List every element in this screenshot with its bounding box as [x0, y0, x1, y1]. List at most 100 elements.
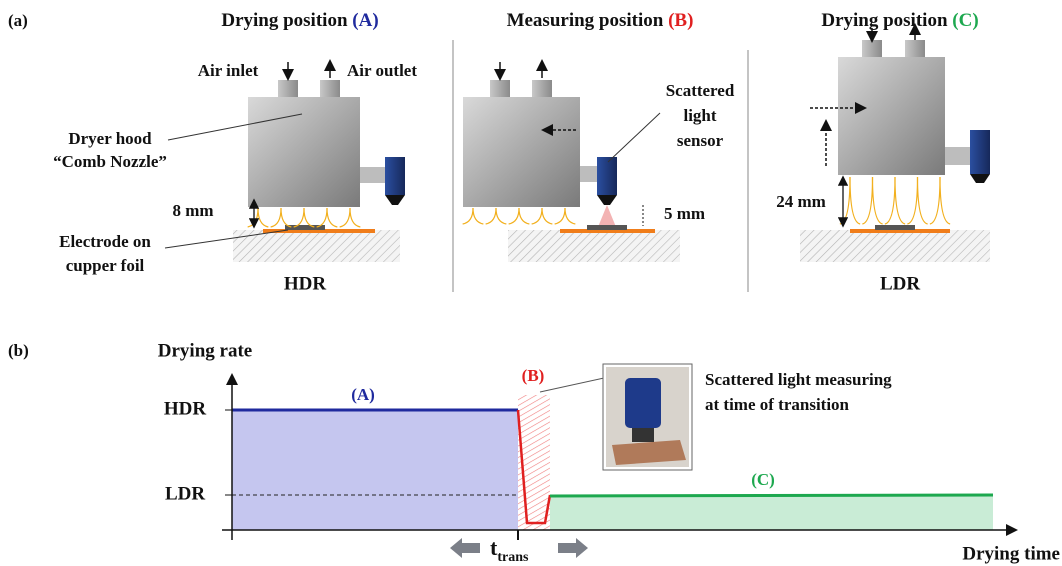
air-flow-line [486, 208, 496, 224]
sensor-label: Scattered [666, 81, 735, 100]
photo-sensor-tip [632, 428, 654, 442]
ldr-line [550, 495, 993, 496]
panel-title: Measuring position (B) [507, 10, 694, 31]
air-flow-line [304, 208, 314, 227]
t-subscript: trans [497, 550, 529, 565]
sensor-tip [597, 195, 617, 205]
title-text: Drying position [221, 10, 348, 31]
hood-label: “Comb Nozzle” [53, 152, 167, 171]
sensor [385, 157, 405, 195]
nozzle [532, 80, 552, 98]
substrate [800, 230, 990, 262]
gap-label: 5 mm [664, 204, 705, 223]
air-flow-line [565, 208, 575, 224]
title-tag: (C) [952, 10, 978, 31]
rate-label: HDR [284, 273, 327, 294]
hood-label: Dryer hood [68, 129, 152, 148]
nozzle [490, 80, 510, 98]
air-flow [248, 208, 361, 227]
air-flow-line [258, 208, 268, 227]
air-flow [840, 177, 950, 224]
air-flow-line [317, 208, 327, 227]
sensor-mount [360, 167, 385, 183]
electrode-label: cupper foil [66, 256, 145, 275]
rate-label: LDR [880, 273, 920, 294]
sensor-label: light [683, 106, 716, 125]
air-flow-line [555, 208, 565, 224]
air-flow-line [930, 177, 940, 224]
light-beam [598, 205, 616, 227]
nozzle [320, 80, 340, 98]
sensor-tip [970, 174, 990, 183]
leader-line [608, 113, 660, 162]
air-flow-line [350, 208, 360, 227]
substrate [508, 230, 680, 262]
phase-label: (B) [522, 366, 545, 385]
air-flow-line [907, 177, 917, 224]
electrode [875, 225, 915, 230]
nozzle [905, 40, 925, 58]
gap-label: 24 mm [776, 192, 826, 211]
t-trans-label: ttrans [490, 535, 529, 565]
air-inlet-label: Air inlet [198, 61, 259, 80]
air-flow-line [885, 177, 895, 224]
panel-title: Drying position (A) [221, 10, 378, 31]
title-tag: (B) [668, 10, 693, 31]
electrode-label: Electrode on [59, 232, 151, 251]
air-outlet-label: Air outlet [347, 61, 417, 80]
panel-label: (a) [8, 11, 28, 30]
level-label: HDR [164, 398, 207, 419]
phase-a-area [232, 410, 518, 530]
air-flow-line [473, 208, 483, 224]
title-text: Measuring position [507, 10, 664, 31]
air-flow-line [940, 177, 950, 224]
panel-label: (b) [8, 341, 29, 360]
air-flow-line [840, 177, 850, 224]
air-flow-line [895, 177, 905, 224]
air-flow-line [327, 208, 337, 227]
dryer-hood [838, 57, 945, 175]
note: at time of transition [705, 395, 850, 414]
nozzle [278, 80, 298, 98]
air-flow-line [862, 177, 872, 224]
y-axis-title: Drying rate [158, 340, 252, 361]
nozzle [862, 40, 882, 58]
sensor-mount [945, 147, 970, 165]
sensor [597, 157, 617, 195]
shift-arrow [450, 538, 480, 558]
air-flow [463, 208, 576, 224]
shift-arrow [558, 538, 588, 558]
electrode [587, 225, 627, 230]
x-axis-title: Drying time [962, 543, 1060, 564]
sensor-tip [385, 195, 405, 205]
air-flow-line [463, 208, 473, 224]
air-flow-line [850, 177, 860, 224]
air-flow-line [340, 208, 350, 227]
air-flow-line [271, 208, 281, 227]
sensor-mount [580, 166, 597, 182]
note: Scattered light measuring [705, 370, 892, 389]
sensor-label: sensor [677, 131, 724, 150]
phase-label: (A) [351, 385, 375, 404]
dryer-hood [248, 97, 360, 207]
air-flow-line [281, 208, 291, 227]
air-flow-line [542, 208, 552, 224]
level-label: LDR [165, 483, 205, 504]
air-flow-line [532, 208, 542, 224]
air-flow-line [496, 208, 506, 224]
leader-line [540, 378, 604, 392]
phase-label: (C) [751, 470, 775, 489]
phase-c-area [550, 495, 993, 530]
air-flow-line [294, 208, 304, 227]
air-flow-line [248, 208, 258, 227]
gap-label: 8 mm [172, 201, 213, 220]
dryer-hood [463, 97, 580, 207]
sensor [970, 130, 990, 174]
panel-title: Drying position (C) [821, 10, 978, 31]
title-tag: (A) [352, 10, 378, 31]
air-flow-line [509, 208, 519, 224]
title-text: Drying position [821, 10, 948, 31]
figure: (a) (b) Drying position (A) Air inlet Ai… [0, 0, 1062, 566]
photo-sensor [625, 378, 661, 428]
air-flow-line [918, 177, 928, 224]
